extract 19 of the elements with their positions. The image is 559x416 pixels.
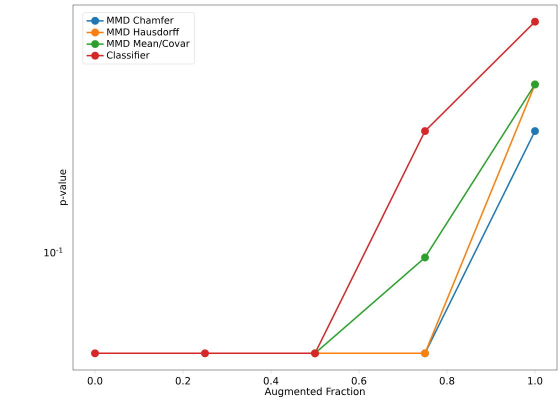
x-tick-label: 0.0 — [88, 377, 102, 385]
point — [421, 127, 429, 136]
x-tick-label: 0.2 — [176, 377, 190, 385]
point — [421, 254, 429, 262]
legend-label: MMD Chamfer — [107, 16, 174, 24]
point — [91, 349, 99, 358]
y-axis-title: p-value — [58, 170, 68, 206]
x-tick-label: 1.0 — [528, 377, 542, 385]
point — [531, 127, 539, 136]
x-tick-label: 0.6 — [352, 377, 366, 385]
point — [201, 349, 209, 358]
x-axis-title: Augmented Fraction — [264, 387, 365, 398]
x-tick-label: 0.8 — [440, 377, 454, 385]
legend-label: Classifier — [106, 51, 150, 59]
x-tick-label: 0.4 — [264, 377, 278, 385]
legend-label: MMD Mean/Covar — [107, 40, 190, 48]
text: 10$^{-1}$ — [44, 248, 62, 256]
point — [531, 18, 539, 26]
legend-label: MMD Hausdorff — [107, 28, 180, 36]
